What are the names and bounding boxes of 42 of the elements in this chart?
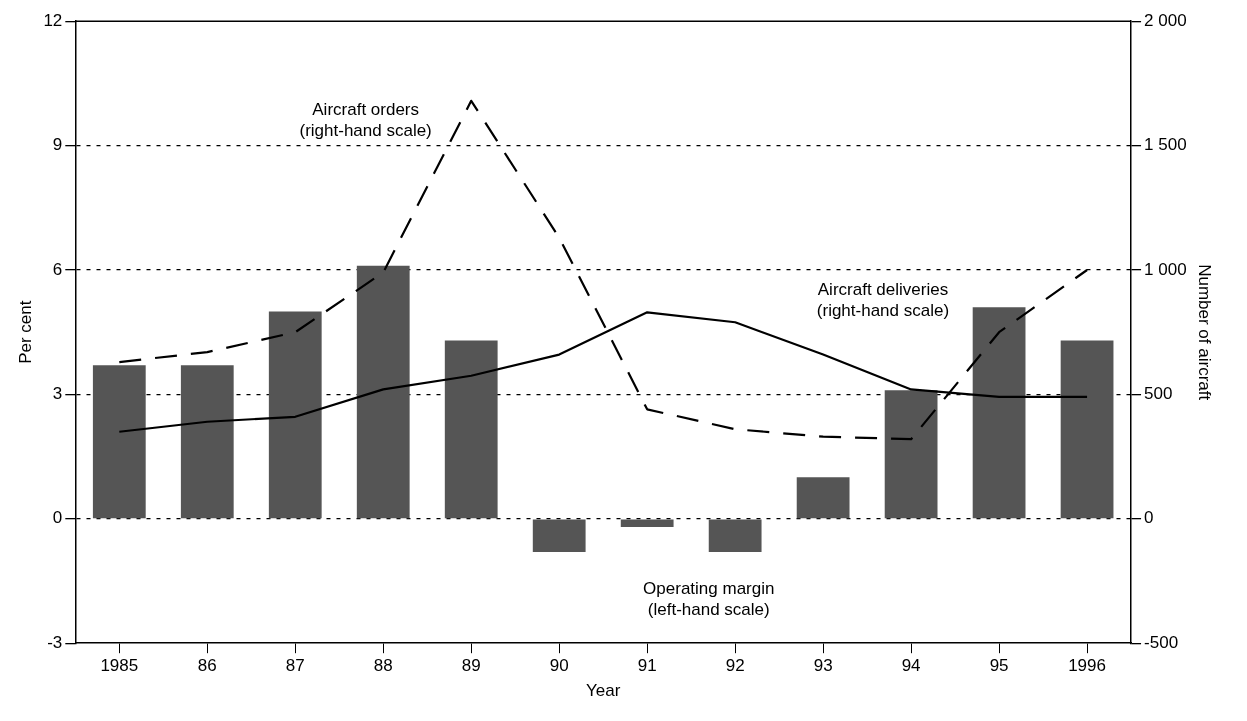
x-tick-label: 95 <box>989 656 1009 676</box>
x-tick-label: 94 <box>901 656 921 676</box>
bar <box>444 340 498 519</box>
x-axis-title: Year <box>586 681 621 701</box>
y-tick-label: -3 <box>47 632 63 652</box>
x-tick-label: 1996 <box>1068 656 1106 676</box>
bar <box>356 265 410 519</box>
bar <box>796 477 850 519</box>
y2-axis-title: Number of aircraft <box>1195 264 1215 401</box>
x-tick-label: 89 <box>461 656 481 676</box>
bar <box>92 365 146 519</box>
x-tick-label: 90 <box>549 656 569 676</box>
y-tick-label: 0 <box>52 508 63 528</box>
annotation: Aircraft orders (right-hand scale) <box>299 99 432 140</box>
bar <box>180 365 234 519</box>
bar <box>708 519 762 552</box>
y2-tick-label: -500 <box>1144 632 1179 652</box>
y2-tick-label: 1 000 <box>1144 259 1187 279</box>
bar <box>268 311 322 519</box>
x-tick-label: 87 <box>285 656 305 676</box>
annotation: Operating margin (left-hand scale) <box>643 578 775 619</box>
bar <box>1060 340 1114 519</box>
y2-tick-label: 1 500 <box>1144 135 1187 155</box>
y2-tick-label: 0 <box>1144 508 1154 528</box>
bar <box>532 519 586 552</box>
y2-tick-label: 2 000 <box>1144 10 1187 30</box>
bar <box>884 390 938 519</box>
x-tick-label: 92 <box>725 656 745 676</box>
y-tick-label: 6 <box>52 259 63 279</box>
annotation: Aircraft deliveries (right-hand scale) <box>816 280 950 321</box>
x-tick-label: 93 <box>813 656 833 676</box>
x-tick-label: 1985 <box>100 656 139 676</box>
x-tick-label: 91 <box>637 656 657 676</box>
x-tick-label: 86 <box>197 656 217 676</box>
y-tick-label: 3 <box>52 384 63 404</box>
x-tick-label: 88 <box>373 656 393 676</box>
bar <box>620 519 674 528</box>
y2-tick-label: 500 <box>1144 384 1173 404</box>
bar <box>972 307 1026 519</box>
y-tick-label: 12 <box>43 10 63 30</box>
y-axis-title: Per cent <box>15 300 35 364</box>
y-tick-label: 9 <box>52 135 63 155</box>
